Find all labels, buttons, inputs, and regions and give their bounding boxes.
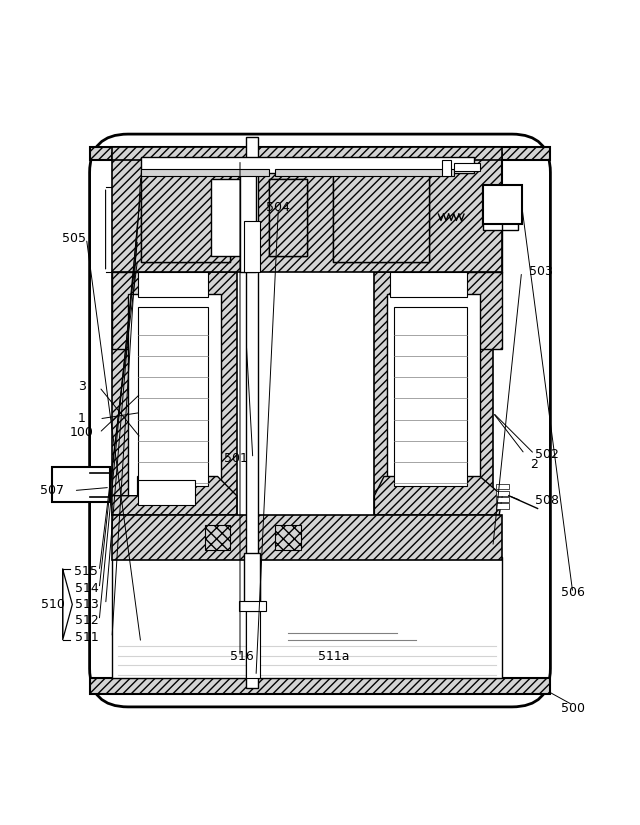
Bar <box>239 601 266 610</box>
Polygon shape <box>112 477 237 515</box>
Bar <box>483 220 518 230</box>
Bar <box>496 484 509 489</box>
Bar <box>112 557 502 678</box>
Bar <box>211 179 250 256</box>
Text: 507: 507 <box>40 484 65 497</box>
Bar <box>244 554 260 605</box>
Bar <box>246 557 260 610</box>
Bar <box>496 491 509 496</box>
Polygon shape <box>458 271 502 348</box>
Bar <box>387 294 480 496</box>
Text: 504: 504 <box>266 201 291 214</box>
Bar <box>483 188 518 224</box>
Text: 516: 516 <box>230 650 254 663</box>
Bar <box>246 137 258 688</box>
Text: 100: 100 <box>70 427 94 440</box>
Text: 2: 2 <box>531 459 538 471</box>
Text: 511a: 511a <box>318 650 350 663</box>
Bar <box>138 479 195 505</box>
Bar <box>138 271 208 297</box>
Text: 515: 515 <box>74 565 99 577</box>
Text: 513: 513 <box>74 598 99 611</box>
Text: 506: 506 <box>561 587 585 600</box>
Text: 512: 512 <box>74 614 99 627</box>
Bar <box>240 160 256 271</box>
Bar <box>138 307 208 486</box>
Bar <box>333 166 429 262</box>
Bar <box>128 294 221 496</box>
Text: 511: 511 <box>74 631 99 644</box>
Bar <box>112 515 502 559</box>
Bar <box>496 503 509 508</box>
Text: 1: 1 <box>78 412 86 426</box>
Bar <box>52 467 110 502</box>
Text: 500: 500 <box>561 702 585 714</box>
Bar <box>442 160 451 176</box>
Bar <box>141 172 230 262</box>
Bar <box>141 169 269 176</box>
Bar <box>374 271 493 515</box>
Text: 3: 3 <box>78 380 86 394</box>
Bar <box>269 179 307 256</box>
Bar <box>112 271 237 515</box>
Bar <box>496 497 509 502</box>
Text: 510: 510 <box>40 598 65 611</box>
Bar <box>483 186 522 224</box>
Bar <box>275 169 454 176</box>
Bar <box>90 147 550 160</box>
Bar <box>390 271 467 297</box>
Bar <box>112 147 502 160</box>
Bar <box>275 525 301 550</box>
Text: 502: 502 <box>535 448 559 460</box>
Bar <box>269 179 307 256</box>
Text: 505: 505 <box>61 232 86 245</box>
Text: 508: 508 <box>535 494 559 507</box>
FancyBboxPatch shape <box>90 134 550 707</box>
Bar <box>454 163 480 171</box>
Text: 503: 503 <box>529 265 553 278</box>
Bar <box>333 166 429 262</box>
Bar <box>244 220 260 271</box>
Bar <box>141 172 230 262</box>
Text: 501: 501 <box>223 452 248 465</box>
Text: 514: 514 <box>74 582 99 595</box>
Polygon shape <box>374 477 502 515</box>
Bar <box>205 525 230 550</box>
Polygon shape <box>112 271 154 348</box>
Bar <box>141 157 474 172</box>
Bar <box>246 557 260 678</box>
Bar <box>90 678 550 694</box>
Bar <box>112 153 502 271</box>
Bar <box>394 307 467 486</box>
